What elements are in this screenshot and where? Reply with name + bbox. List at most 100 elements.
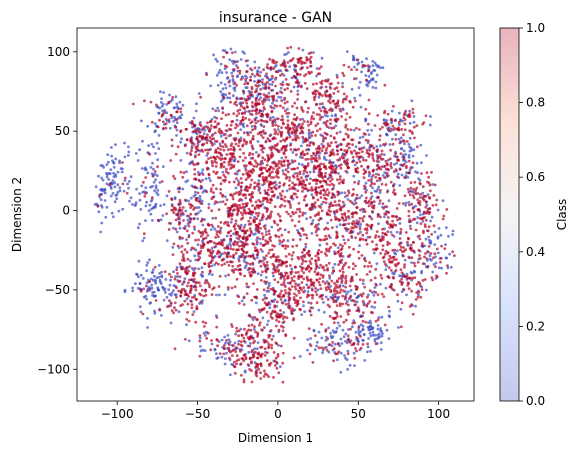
class-1-point xyxy=(365,151,369,155)
class-1-point xyxy=(348,115,352,119)
class-0-point xyxy=(254,232,257,236)
class-1-point xyxy=(424,114,428,118)
class-1-point xyxy=(320,346,324,350)
class-1-point xyxy=(339,109,343,113)
class-1-point xyxy=(266,286,270,290)
class-1-point xyxy=(161,113,165,117)
class-1-point xyxy=(205,190,209,194)
class-1-point xyxy=(272,136,276,140)
class-1-point xyxy=(226,244,229,248)
class-0-point xyxy=(358,244,361,248)
class-1-point xyxy=(199,284,202,288)
class-1-point xyxy=(368,299,372,303)
class-0-point xyxy=(198,336,202,340)
class-1-point xyxy=(298,307,302,311)
class-0-point xyxy=(122,189,126,193)
class-1-point xyxy=(264,227,267,231)
class-1-point xyxy=(222,160,226,164)
class-0-point xyxy=(334,330,338,334)
class-0-point xyxy=(225,71,228,74)
class-1-point xyxy=(209,127,212,131)
class-0-point xyxy=(224,274,228,278)
class-1-point xyxy=(432,224,436,228)
class-1-point xyxy=(206,331,210,335)
class-1-point xyxy=(278,263,282,266)
class-0-point xyxy=(328,126,331,130)
class-0-point xyxy=(161,102,165,106)
class-0-point xyxy=(273,298,277,301)
class-0-point xyxy=(136,159,140,162)
class-0-point xyxy=(216,83,220,87)
class-0-point xyxy=(281,80,285,84)
class-1-point xyxy=(183,248,187,252)
class-1-point xyxy=(300,274,304,278)
class-1-point xyxy=(251,261,255,265)
class-1-point xyxy=(198,256,202,260)
class-0-point xyxy=(410,261,413,264)
class-0-point xyxy=(237,257,241,261)
class-0-point xyxy=(432,263,436,266)
class-1-point xyxy=(206,121,209,125)
class-1-point xyxy=(369,197,373,201)
class-0-point xyxy=(326,221,330,225)
class-0-point xyxy=(368,328,372,332)
class-1-point xyxy=(362,215,366,218)
class-0-point xyxy=(137,259,141,263)
class-1-point xyxy=(237,112,241,115)
class-0-point xyxy=(184,224,187,228)
class-1-point xyxy=(386,240,390,244)
class-1-point xyxy=(285,112,289,115)
class-1-point xyxy=(329,245,333,249)
class-1-point xyxy=(258,131,262,135)
class-1-point xyxy=(368,235,372,239)
class-1-point xyxy=(386,251,390,255)
class-1-point xyxy=(205,136,208,140)
class-1-point xyxy=(297,84,301,88)
class-1-point xyxy=(396,218,399,222)
class-1-point xyxy=(342,223,345,227)
class-1-point xyxy=(256,214,260,218)
class-0-point xyxy=(202,331,206,335)
class-0-point xyxy=(390,109,394,113)
class-0-point xyxy=(331,329,335,332)
class-0-point xyxy=(320,203,323,206)
class-1-point xyxy=(375,179,379,183)
class-0-point xyxy=(151,294,154,297)
class-1-point xyxy=(407,209,411,213)
class-1-point xyxy=(250,120,254,124)
class-1-point xyxy=(237,237,241,241)
class-1-point xyxy=(208,129,212,133)
class-1-point xyxy=(213,245,217,249)
class-1-point xyxy=(333,170,337,174)
class-1-point xyxy=(230,217,234,221)
class-1-point xyxy=(421,185,425,189)
class-1-point xyxy=(275,324,278,328)
class-0-point xyxy=(147,209,151,213)
class-0-point xyxy=(226,76,229,80)
class-1-point xyxy=(227,264,231,267)
class-1-point xyxy=(189,217,193,221)
class-0-point xyxy=(157,288,160,292)
class-0-point xyxy=(151,268,155,271)
class-0-point xyxy=(256,272,260,275)
class-1-point xyxy=(209,348,213,352)
class-1-point xyxy=(142,232,146,236)
class-0-point xyxy=(283,299,287,303)
class-0-point xyxy=(258,237,262,241)
class-0-point xyxy=(283,228,287,232)
class-1-point xyxy=(306,162,310,165)
class-1-point xyxy=(341,85,344,89)
class-0-point xyxy=(246,131,250,135)
class-0-point xyxy=(401,119,405,123)
class-1-point xyxy=(237,199,241,203)
class-0-point xyxy=(298,355,302,358)
class-1-point xyxy=(248,315,252,318)
class-1-point xyxy=(143,99,146,103)
class-1-point xyxy=(229,123,233,127)
class-1-point xyxy=(360,164,363,168)
class-1-point xyxy=(280,99,284,102)
class-0-point xyxy=(138,222,141,226)
class-1-point xyxy=(177,215,181,219)
class-0-point xyxy=(153,309,156,313)
class-1-point xyxy=(254,330,257,334)
